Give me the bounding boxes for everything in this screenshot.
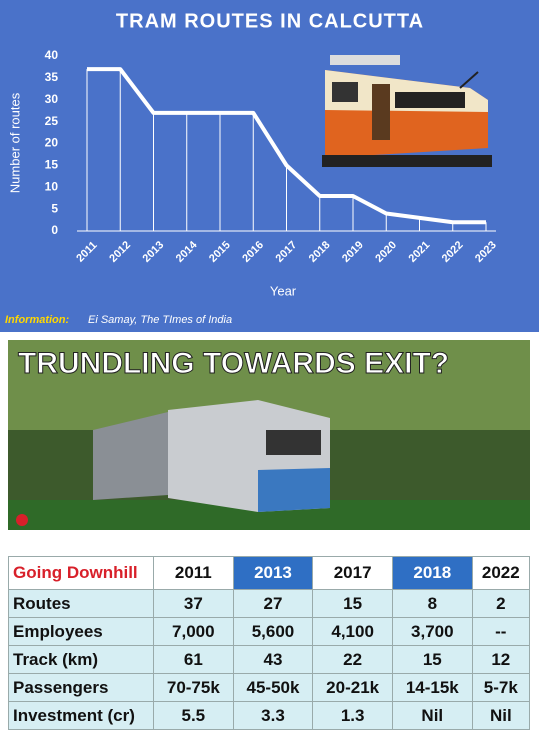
table-row: Track (km) 61 43 22 15 12	[8, 645, 531, 674]
line	[87, 67, 486, 225]
chart-title: TRAM ROUTES IN CALCUTTA	[116, 10, 424, 32]
table-cell: 7,000	[153, 617, 234, 646]
table-cell: Nil	[391, 701, 473, 730]
y-tick-label: 30	[45, 92, 59, 106]
headline: TRUNDLING TOWARDS EXIT?	[18, 347, 449, 380]
table-cell: 22	[312, 645, 393, 674]
y-tick-label: 35	[45, 70, 59, 84]
table-cell: 61	[153, 645, 234, 674]
y-tick-label: 25	[45, 114, 59, 128]
table-cell: 2	[471, 589, 531, 618]
table-cell: 37	[153, 589, 234, 618]
table-cell: 43	[232, 645, 314, 674]
tram-illustration	[322, 55, 492, 167]
table-row: Investment (cr) 5.5 3.3 1.3 Nil Nil	[8, 701, 531, 730]
table-cell: 8	[391, 589, 473, 618]
chart: TRAM ROUTES IN CALCUTTA Number of routes…	[0, 0, 539, 332]
table-cell: 12	[471, 645, 531, 674]
table-row: Employees 7,000 5,600 4,100 3,700 --	[8, 617, 531, 646]
table-cell: 4,100	[312, 617, 393, 646]
table-cell: 5-7k	[471, 673, 531, 702]
table-cell: 1.3	[312, 701, 393, 730]
table-cell: Investment (cr)	[8, 701, 154, 730]
x-axis-label: Year	[270, 283, 297, 298]
source-text: Ei Samay, The TImes of India	[88, 314, 232, 326]
table-cell: 27	[232, 589, 314, 618]
logo-icon	[16, 514, 28, 526]
table-cell: 20-21k	[312, 673, 393, 702]
table-row: Routes 37 27 15 8 2	[8, 589, 531, 618]
table-cell: 3,700	[391, 617, 473, 646]
tram-photo	[93, 400, 330, 512]
table-cell: 70-75k	[153, 673, 234, 702]
table-row: Passengers 70-75k 45-50k 20-21k 14-15k 5-7k	[8, 673, 531, 702]
table-cell: 2017	[312, 556, 393, 590]
table-cell: Going Downhill	[8, 556, 154, 590]
source-label: Information:	[5, 314, 69, 326]
table-cell: --	[471, 617, 531, 646]
table-cell: 3.3	[232, 701, 314, 730]
y-tick-label: 20	[45, 136, 59, 150]
table-cell: 15	[312, 589, 393, 618]
y-tick-label: 10	[45, 179, 59, 193]
table-cell: 45-50k	[232, 673, 314, 702]
table-cell: Routes	[8, 589, 154, 618]
table-cell: 14-15k	[391, 673, 473, 702]
y-tick-label: 5	[51, 201, 58, 215]
table-cell: 5.5	[153, 701, 234, 730]
y-tick-label: 0	[51, 223, 58, 237]
y-tick-label: 40	[45, 48, 59, 62]
table-cell: 2013	[232, 556, 314, 590]
table-cell: Nil	[471, 701, 531, 730]
data-table: Going Downhill 2011 2013 2017 2018 2022 Routes…	[8, 556, 531, 730]
photo-panel: TRUNDLING TOWARDS EXIT?	[8, 340, 530, 530]
table-cell: Employees	[8, 617, 154, 646]
table-cell: 2011	[153, 556, 234, 590]
y-axis-label: Number of routes	[7, 92, 22, 193]
table-cell: Track (km)	[8, 645, 154, 674]
table-cell: Passengers	[8, 673, 154, 702]
table-cell: 2022	[471, 556, 531, 590]
table-row: Going Downhill 2011 2013 2017 2018 2022	[8, 556, 531, 590]
table-cell: 15	[391, 645, 473, 674]
table-cell: 2018	[391, 556, 473, 590]
table-cell: 5,600	[232, 617, 314, 646]
y-tick-label: 15	[45, 158, 59, 172]
